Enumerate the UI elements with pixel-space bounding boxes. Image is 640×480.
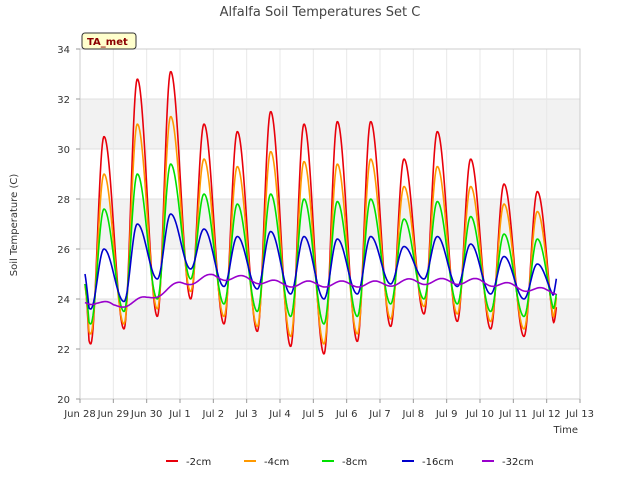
legend-label: -32cm <box>502 457 534 468</box>
y-tick-label: 24 <box>57 295 70 306</box>
x-tick-label: Jun 28 <box>63 409 96 420</box>
series-lines <box>84 70 558 355</box>
x-tick-label: Jul 7 <box>368 409 391 420</box>
y-tick-label: 32 <box>57 95 70 106</box>
x-tick-label: Jun 30 <box>130 409 163 420</box>
x-tick-label: Jun 29 <box>97 409 130 420</box>
x-tick-label: Jul 11 <box>498 409 527 420</box>
chart-title: Alfalfa Soil Temperatures Set C <box>220 5 421 20</box>
x-tick-label: Jul 9 <box>435 409 458 420</box>
series-line-minus-16cm <box>84 213 558 310</box>
y-tick-label: 22 <box>57 345 70 356</box>
y-tick-label: 20 <box>57 395 70 406</box>
x-tick-label: Jul 2 <box>202 409 225 420</box>
x-axis-ticks: Jun 28 Jun 29 Jun 30 Jul 1 Jul 2 Jul 3 Jul 4 Ju… <box>63 399 594 420</box>
x-tick-label: Jul 12 <box>532 409 561 420</box>
y-tick-label: 30 <box>57 145 70 156</box>
legend-label: -2cm <box>186 457 211 468</box>
plot-band <box>80 149 580 199</box>
x-tick-label: Jul 10 <box>465 409 494 420</box>
legend: -2cm -4cm -8cm -16cm -32cm <box>166 457 534 468</box>
y-tick-label: 26 <box>57 245 70 256</box>
legend-label: -16cm <box>422 457 454 468</box>
series-line-minus-4cm <box>84 115 558 345</box>
y-axis-ticks: 20 22 24 26 28 30 32 34 <box>57 45 80 406</box>
y-tick-label: 28 <box>57 195 70 206</box>
x-tick-label: Jul 5 <box>302 409 325 420</box>
x-axis-title: Time <box>553 425 578 436</box>
plot-band <box>80 99 580 149</box>
legend-label: -8cm <box>342 457 367 468</box>
badge-label: TA_met <box>87 37 128 48</box>
x-tick-label: Jul 13 <box>565 409 594 420</box>
series-line-minus-32cm <box>84 273 557 308</box>
y-axis-title: Soil Temperature (C) <box>9 174 20 277</box>
series-line-minus-8cm <box>84 163 558 325</box>
badge-box <box>81 32 137 50</box>
legend-label: -4cm <box>264 457 289 468</box>
annotation-badge: TA_met <box>81 32 137 50</box>
x-tick-label: Jul 4 <box>268 409 291 420</box>
x-tick-label: Jul 3 <box>235 409 258 420</box>
plot-band <box>80 299 580 349</box>
x-tick-label: Jul 8 <box>402 409 425 420</box>
y-tick-label: 34 <box>57 45 70 56</box>
x-tick-label: Jul 6 <box>335 409 358 420</box>
plot-band <box>80 49 580 99</box>
plot-band <box>80 349 580 399</box>
plot-frame <box>79 48 581 400</box>
plot-bands <box>80 49 580 399</box>
x-tick-label: Jul 1 <box>168 409 191 420</box>
